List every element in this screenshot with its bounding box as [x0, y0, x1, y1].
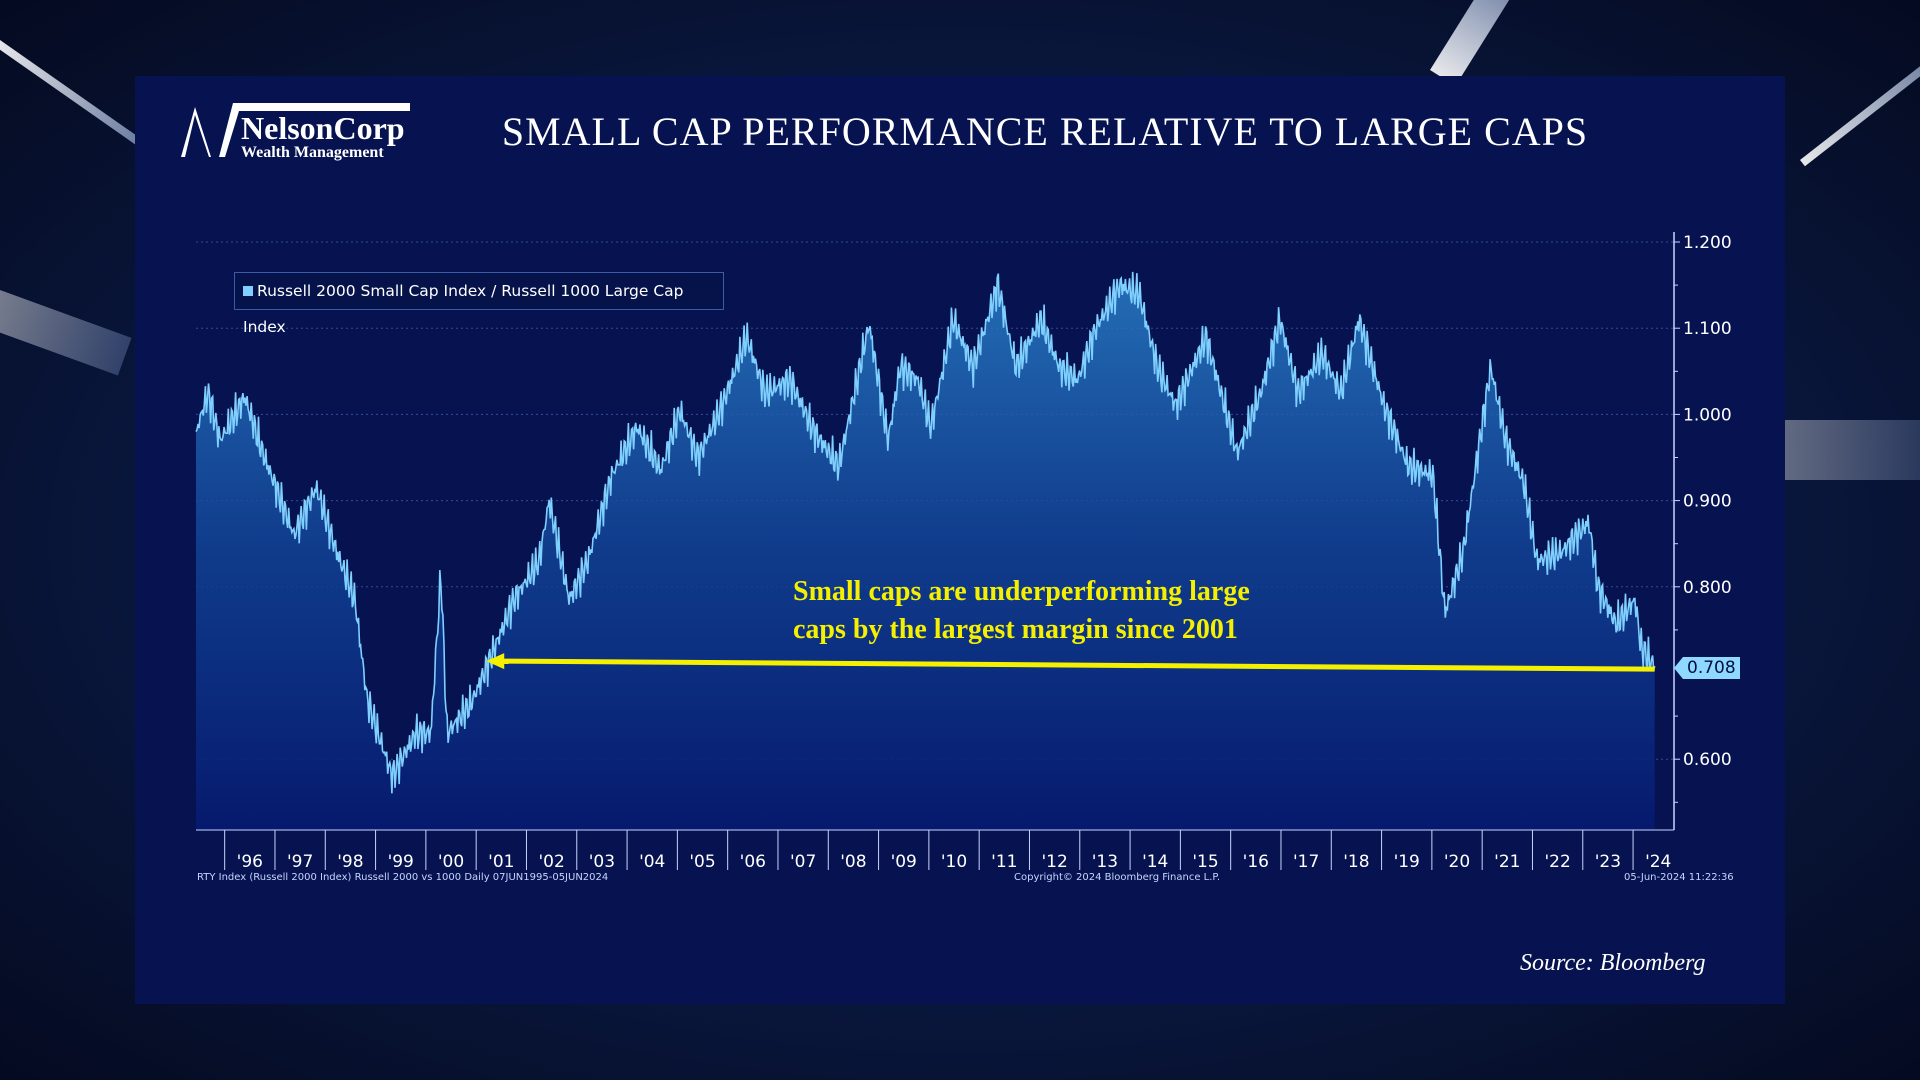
x-tick-label: '03	[589, 852, 615, 872]
series-area	[196, 271, 1655, 830]
legend-label: Russell 2000 Small Cap Index / Russell 1…	[243, 282, 684, 336]
y-tick-label: 0.600	[1683, 750, 1732, 770]
x-tick-label: '16	[1243, 852, 1269, 872]
annotation-arrow	[486, 653, 1655, 672]
footer-timestamp: 05-Jun-2024 11:22:36	[1624, 872, 1734, 883]
x-tick-label: '13	[1092, 852, 1118, 872]
x-tick-label: '24	[1645, 852, 1671, 872]
legend-swatch	[243, 286, 253, 296]
x-tick-label: '04	[639, 852, 665, 872]
logo-name: NelsonCorp	[241, 110, 405, 146]
nelsoncorp-logo: NelsonCorp Wealth Management	[169, 103, 410, 161]
x-tick-label: '11	[991, 852, 1017, 872]
x-tick-label: '19	[1394, 852, 1420, 872]
x-tick-label: '21	[1494, 852, 1520, 872]
series-line	[195, 271, 1656, 794]
x-tick-label: '17	[1293, 852, 1319, 872]
annotation-line-1: Small caps are underperforming large	[793, 576, 1250, 607]
x-tick-label: '18	[1343, 852, 1369, 872]
y-tick-label: 1.000	[1683, 405, 1732, 425]
logo-subtitle: Wealth Management	[241, 144, 384, 161]
source-note: Source: Bloomberg	[1520, 950, 1706, 976]
x-tick-label: '00	[438, 852, 464, 872]
page-title: SMALL CAP PERFORMANCE RELATIVE TO LARGE …	[501, 109, 1589, 154]
x-tick-label: '99	[388, 852, 414, 872]
x-tick-label: '14	[1142, 852, 1168, 872]
studio-light-stripe	[1785, 420, 1920, 480]
x-tick-label: '05	[689, 852, 715, 872]
x-tick-label: '97	[287, 852, 313, 872]
x-tick-label: '09	[891, 852, 917, 872]
x-tick-label: '01	[488, 852, 514, 872]
x-tick-label: '02	[538, 852, 564, 872]
x-tick-label: '98	[337, 852, 363, 872]
chart-legend: Russell 2000 Small Cap Index / Russell 1…	[234, 272, 724, 336]
x-tick-label: '10	[941, 852, 967, 872]
x-tick-label: '15	[1192, 852, 1218, 872]
footer-index-info: RTY Index (Russell 2000 Index) Russell 2…	[197, 872, 609, 883]
x-tick-label: '96	[237, 852, 263, 872]
y-tick-label: 1.100	[1683, 319, 1732, 339]
chart-annotation: Small caps are underperforming large caps…	[793, 573, 1250, 649]
arrow-head	[486, 653, 505, 670]
x-tick-label: '06	[740, 852, 766, 872]
y-tick-label: 0.900	[1683, 492, 1732, 512]
annotation-line-2: caps by the largest margin since 2001	[793, 614, 1238, 645]
y-tick-label: 1.200	[1683, 233, 1732, 253]
last-value-badge: 0.708	[1674, 657, 1740, 679]
y-tick-label: 0.800	[1683, 578, 1732, 598]
x-tick-label: '20	[1444, 852, 1470, 872]
arrow-shaft	[500, 658, 1655, 672]
x-tick-label: '08	[840, 852, 866, 872]
x-tick-label: '23	[1595, 852, 1621, 872]
x-tick-label: '07	[790, 852, 816, 872]
footer-copyright: Copyright© 2024 Bloomberg Finance L.P.	[1014, 872, 1221, 883]
x-tick-label: '12	[1041, 852, 1067, 872]
x-tick-label: '22	[1544, 852, 1570, 872]
